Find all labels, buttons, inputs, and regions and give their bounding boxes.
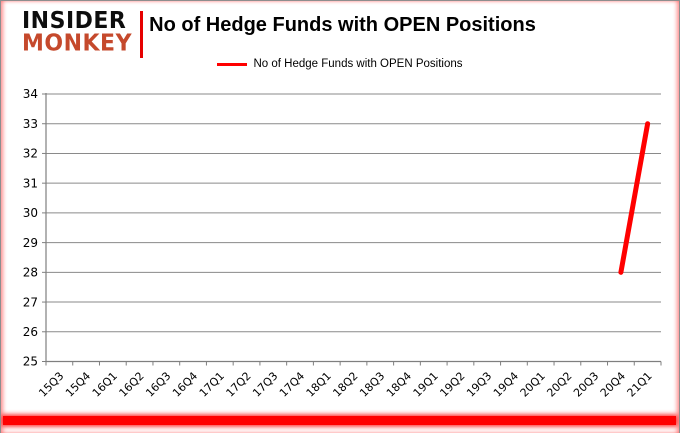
svg-text:29: 29 [23, 236, 38, 250]
svg-text:17Q4: 17Q4 [277, 369, 307, 399]
page-title: No of Hedge Funds with OPEN Positions [149, 14, 536, 36]
svg-text:19Q4: 19Q4 [491, 369, 521, 399]
svg-text:20Q2: 20Q2 [544, 369, 574, 399]
svg-text:19Q3: 19Q3 [464, 369, 494, 399]
svg-text:20Q4: 20Q4 [598, 369, 628, 399]
svg-text:27: 27 [23, 295, 38, 309]
svg-text:31: 31 [23, 176, 38, 190]
svg-text:19Q1: 19Q1 [411, 369, 441, 399]
svg-text:16Q4: 16Q4 [170, 369, 200, 399]
logo-line1: INSIDER [22, 7, 127, 35]
svg-text:17Q2: 17Q2 [224, 369, 254, 399]
logo-line2: MONKEY [22, 30, 133, 57]
svg-text:16Q3: 16Q3 [143, 369, 173, 399]
legend-label: No of Hedge Funds with OPEN Positions [253, 58, 463, 70]
svg-text:18Q2: 18Q2 [330, 369, 360, 399]
svg-text:33: 33 [23, 117, 38, 131]
svg-text:28: 28 [23, 266, 38, 280]
svg-text:18Q1: 18Q1 [304, 369, 334, 399]
svg-text:32: 32 [23, 147, 38, 161]
svg-text:30: 30 [23, 206, 38, 220]
svg-text:18Q4: 18Q4 [384, 369, 414, 399]
svg-text:21Q1: 21Q1 [625, 369, 655, 399]
insider-monkey-logo: INSIDER MONKEY [22, 7, 133, 57]
svg-text:15Q4: 15Q4 [63, 369, 93, 399]
svg-text:16Q2: 16Q2 [117, 369, 147, 399]
svg-text:34: 34 [23, 87, 38, 101]
bottom-red-bar [3, 416, 676, 425]
svg-text:15Q3: 15Q3 [36, 369, 66, 399]
svg-text:25: 25 [23, 355, 38, 369]
svg-text:16Q1: 16Q1 [90, 369, 120, 399]
svg-text:17Q3: 17Q3 [250, 369, 280, 399]
svg-text:17Q1: 17Q1 [197, 369, 227, 399]
svg-text:20Q3: 20Q3 [571, 369, 601, 399]
legend-line-swatch [217, 62, 248, 66]
svg-text:18Q3: 18Q3 [357, 369, 387, 399]
svg-text:20Q1: 20Q1 [518, 369, 548, 399]
svg-text:19Q2: 19Q2 [437, 369, 467, 399]
logo-title-divider [140, 11, 143, 58]
legend: No of Hedge Funds with OPEN Positions [1, 58, 679, 70]
svg-text:26: 26 [23, 325, 38, 339]
